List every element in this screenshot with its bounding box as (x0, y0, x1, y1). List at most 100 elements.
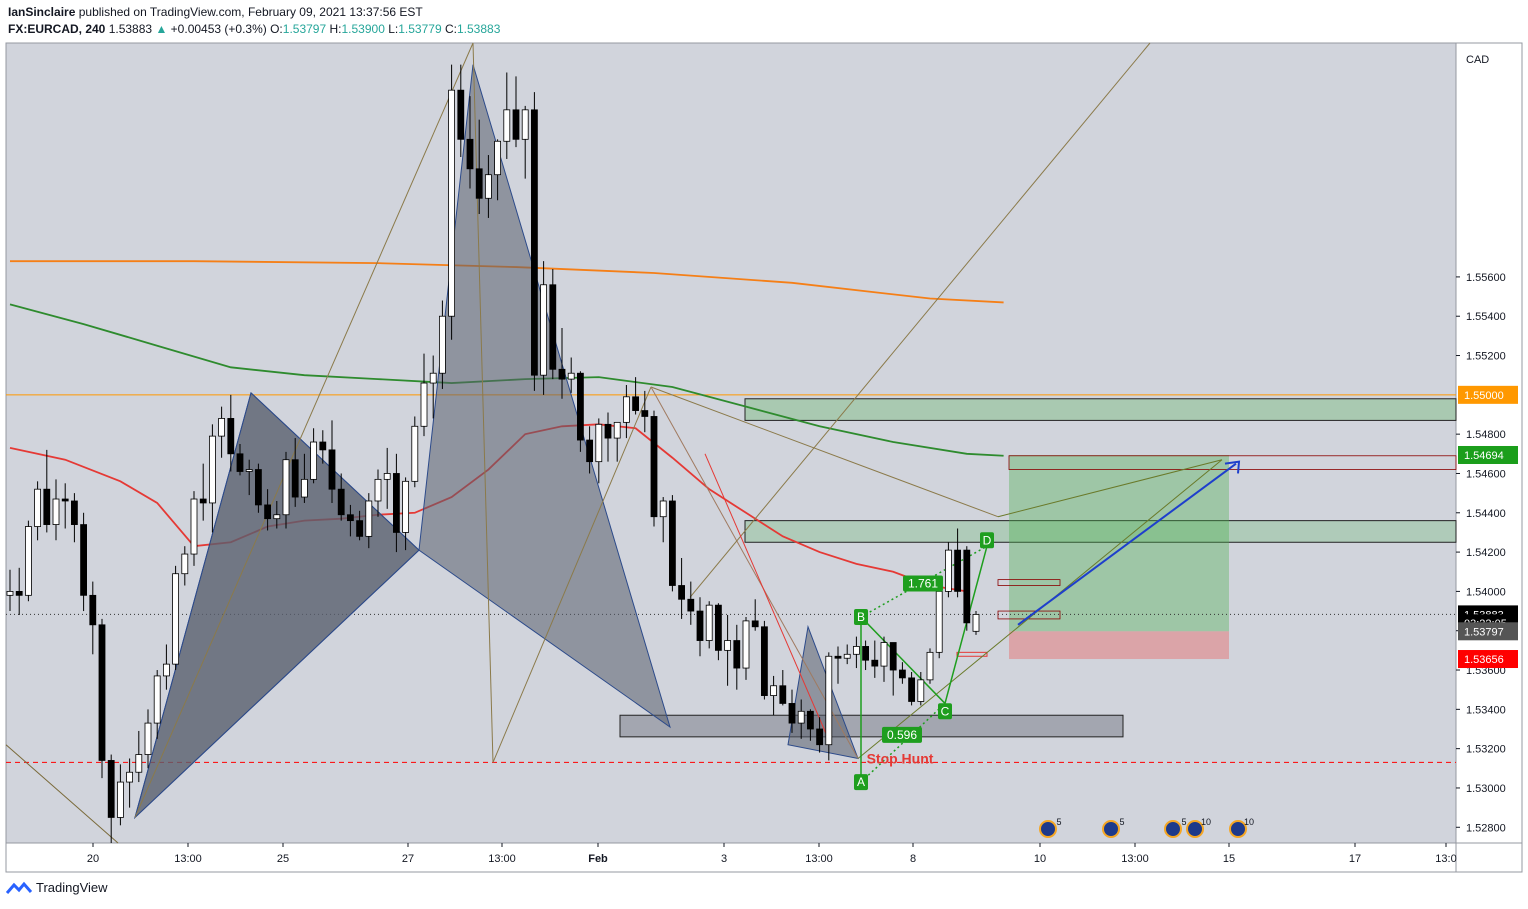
candle[interactable] (494, 139, 502, 201)
candle[interactable] (254, 463, 262, 513)
candle[interactable] (245, 459, 253, 496)
candle[interactable] (181, 546, 189, 586)
candles-layer[interactable] (6, 64, 980, 843)
candle[interactable] (319, 430, 327, 464)
candle[interactable] (531, 92, 538, 391)
candle[interactable] (227, 394, 235, 472)
event-badge[interactable]: 10 (1186, 817, 1211, 838)
candle[interactable] (61, 483, 69, 529)
x-axis[interactable]: 20 13:00 25 27 13:00 Feb 3 13:00 8 10 13:00 15 17 13:… (87, 843, 1457, 865)
candle[interactable] (954, 528, 961, 598)
candle[interactable] (659, 497, 667, 543)
candle[interactable] (871, 640, 879, 678)
candle[interactable] (153, 670, 161, 739)
candle[interactable] (328, 420, 336, 503)
candle[interactable] (816, 717, 823, 753)
candle[interactable] (926, 648, 934, 684)
candle[interactable] (438, 300, 446, 389)
candle[interactable] (144, 709, 152, 769)
candle[interactable] (172, 565, 180, 671)
candle[interactable] (595, 418, 603, 484)
candle[interactable] (34, 481, 41, 541)
candle[interactable] (935, 583, 943, 659)
candle[interactable] (843, 644, 851, 665)
candle[interactable] (15, 567, 23, 615)
candle[interactable] (623, 385, 630, 439)
candle[interactable] (282, 451, 290, 529)
candle[interactable] (365, 493, 373, 549)
candle[interactable] (586, 426, 593, 474)
candle[interactable] (613, 421, 621, 462)
candle[interactable] (236, 443, 244, 476)
candle[interactable] (466, 96, 474, 189)
footer-branding[interactable]: TradingView (6, 880, 108, 895)
candle[interactable] (457, 64, 465, 158)
candle[interactable] (300, 453, 308, 503)
candle[interactable] (291, 438, 299, 507)
candle[interactable] (71, 493, 78, 543)
candle[interactable] (963, 546, 971, 631)
candle[interactable] (742, 616, 750, 680)
candle[interactable] (862, 640, 869, 671)
candle[interactable] (687, 581, 695, 625)
candle[interactable] (448, 64, 456, 340)
candle[interactable] (24, 520, 32, 602)
candle[interactable] (751, 599, 759, 631)
candle[interactable] (117, 764, 124, 826)
candle[interactable] (383, 447, 391, 509)
event-badge[interactable]: 10 (1229, 817, 1254, 838)
candle[interactable] (945, 542, 952, 598)
candle[interactable] (310, 428, 318, 484)
candle[interactable] (512, 76, 520, 148)
candle[interactable] (705, 601, 713, 649)
candle[interactable] (641, 390, 649, 433)
event-badge[interactable]: 5 (1039, 817, 1062, 838)
candle[interactable] (908, 671, 915, 706)
candle[interactable] (420, 353, 428, 437)
candle[interactable] (880, 636, 888, 682)
candle[interactable] (356, 510, 364, 541)
candle[interactable] (162, 644, 170, 690)
candle[interactable] (770, 675, 777, 716)
candle[interactable] (521, 105, 529, 179)
candle[interactable] (917, 671, 925, 706)
candle[interactable] (549, 269, 557, 380)
candle[interactable] (853, 636, 860, 669)
candle[interactable] (650, 410, 658, 527)
event-badges-layer[interactable]: 5 5 5 10 10 (1039, 817, 1254, 838)
candle[interactable] (80, 512, 87, 612)
candle[interactable] (807, 709, 814, 741)
candle[interactable] (567, 357, 575, 393)
y-axis[interactable]: CAD 1.528001.530001.532001.534001.536001… (1456, 54, 1506, 834)
candle[interactable] (540, 261, 547, 395)
candle[interactable] (429, 355, 437, 419)
candle[interactable] (669, 495, 676, 592)
candle[interactable] (484, 155, 492, 218)
candle[interactable] (337, 473, 345, 521)
candle[interactable] (346, 504, 354, 537)
candle[interactable] (632, 377, 639, 415)
candle[interactable] (273, 500, 281, 529)
candle[interactable] (724, 614, 731, 686)
candle[interactable] (107, 754, 115, 843)
candle[interactable] (475, 119, 483, 215)
candle[interactable] (834, 646, 842, 684)
candle[interactable] (825, 652, 833, 761)
candle[interactable] (43, 449, 51, 533)
candle[interactable] (972, 611, 980, 635)
candle[interactable] (208, 424, 216, 533)
candle[interactable] (52, 479, 60, 541)
candle[interactable] (411, 416, 419, 488)
candle[interactable] (779, 670, 787, 706)
event-badge[interactable]: 5 (1164, 817, 1187, 838)
event-badge[interactable]: 5 (1102, 817, 1125, 838)
candle[interactable] (899, 662, 906, 684)
candle[interactable] (98, 618, 106, 779)
candle[interactable] (558, 328, 566, 399)
candle[interactable] (135, 730, 143, 783)
candle[interactable] (678, 557, 685, 619)
author-name[interactable]: IanSinclaire (8, 5, 76, 19)
candle[interactable] (374, 469, 382, 517)
candle[interactable] (190, 491, 198, 566)
